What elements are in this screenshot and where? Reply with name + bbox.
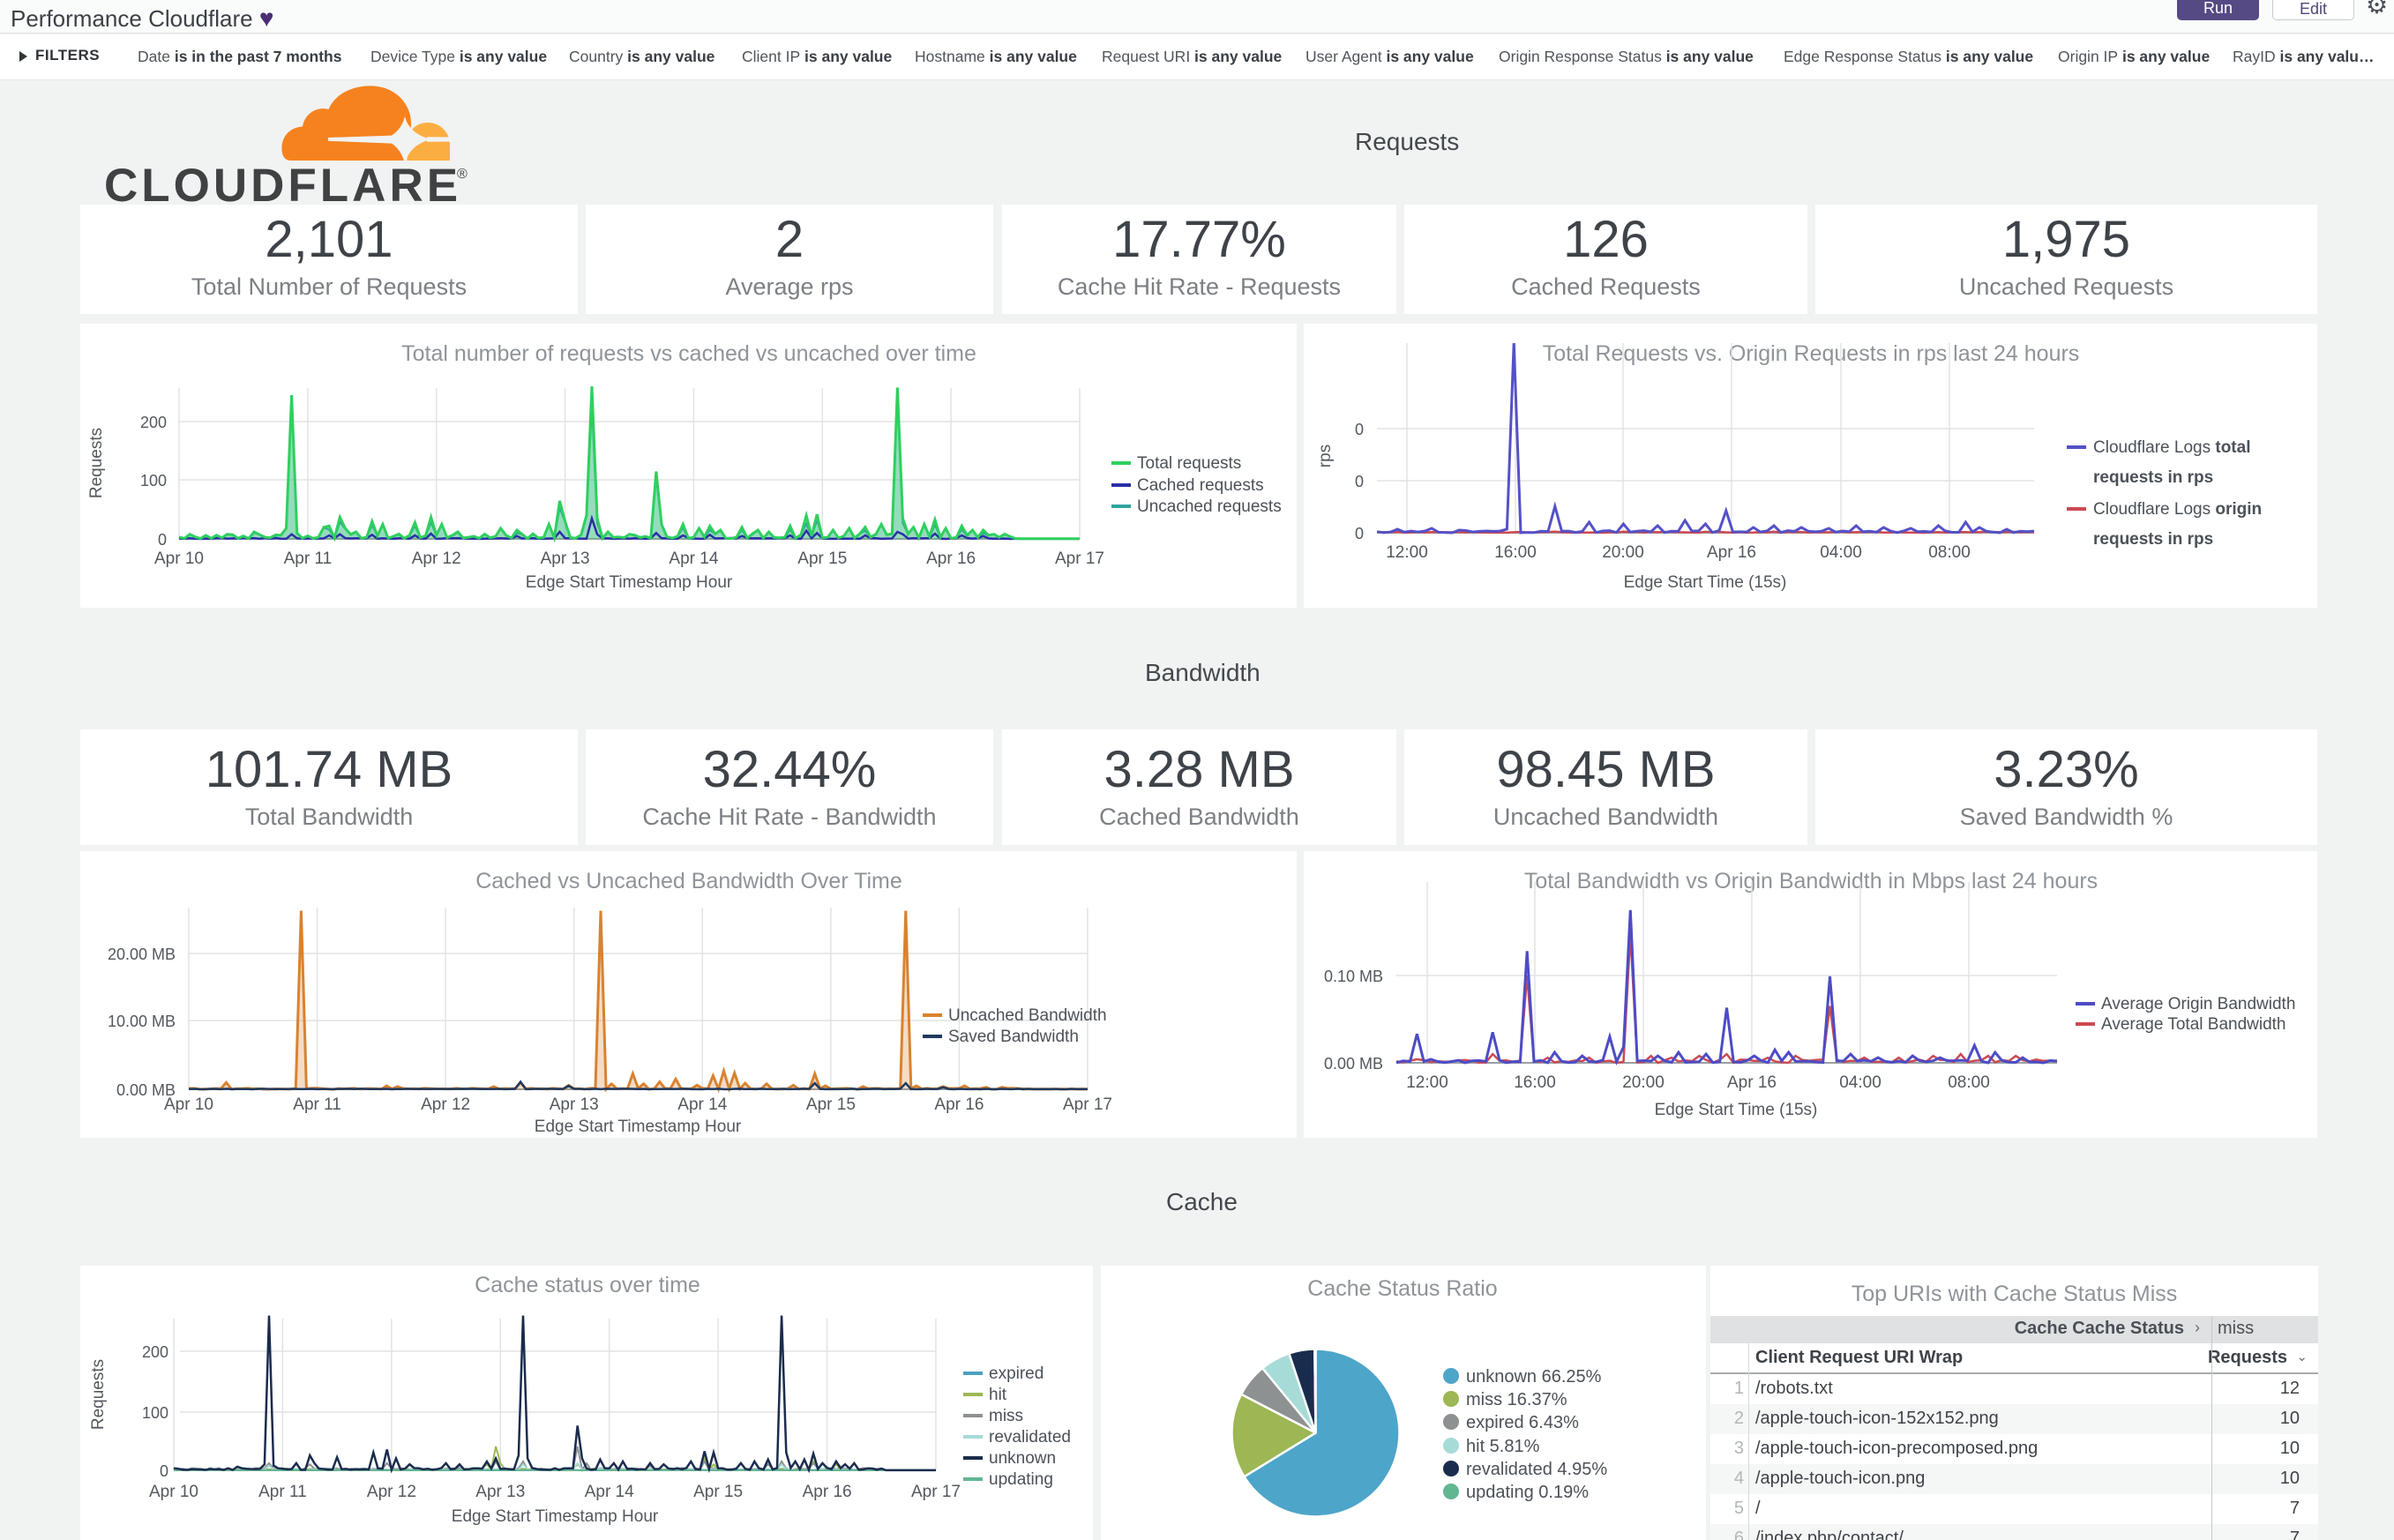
svg-text:Total Bandwidth vs Origin Band: Total Bandwidth vs Origin Bandwidth in M… bbox=[1524, 869, 2098, 893]
svg-text:rps: rps bbox=[1316, 445, 1335, 467]
svg-text:Apr 16: Apr 16 bbox=[1727, 1073, 1777, 1092]
svg-text:0.00 MB: 0.00 MB bbox=[1324, 1055, 1383, 1073]
svg-text:miss 16.37%: miss 16.37% bbox=[1466, 1390, 1567, 1409]
svg-text:Apr 17: Apr 17 bbox=[911, 1483, 961, 1501]
svg-text:Apr 10: Apr 10 bbox=[154, 549, 204, 568]
svg-text:®: ® bbox=[457, 167, 468, 182]
svg-text:20.00 MB: 20.00 MB bbox=[108, 946, 176, 963]
svg-text:Edge Start Time (15s): Edge Start Time (15s) bbox=[1655, 1101, 1818, 1119]
svg-text:0: 0 bbox=[160, 1462, 168, 1480]
svg-text:Apr 13: Apr 13 bbox=[541, 549, 590, 568]
svg-text:Apr 17: Apr 17 bbox=[1055, 549, 1104, 568]
svg-text:Requests: Requests bbox=[87, 428, 106, 498]
svg-text:04:00: 04:00 bbox=[1820, 543, 1862, 562]
svg-text:Apr 14: Apr 14 bbox=[669, 549, 718, 568]
svg-text:Apr 17: Apr 17 bbox=[1063, 1095, 1112, 1114]
svg-text:200: 200 bbox=[140, 414, 167, 431]
svg-text:Apr 13: Apr 13 bbox=[475, 1483, 525, 1501]
svg-text:0: 0 bbox=[1355, 421, 1364, 438]
svg-text:Edge Start Timestamp Hour: Edge Start Timestamp Hour bbox=[452, 1507, 659, 1526]
svg-text:revalidated 4.95%: revalidated 4.95% bbox=[1466, 1460, 1607, 1479]
svg-text:08:00: 08:00 bbox=[1928, 543, 1971, 562]
svg-text:hit 5.81%: hit 5.81% bbox=[1466, 1437, 1540, 1456]
svg-text:Apr 15: Apr 15 bbox=[797, 549, 847, 568]
svg-text:Cache status over time: Cache status over time bbox=[475, 1273, 700, 1297]
svg-text:Apr 16: Apr 16 bbox=[926, 549, 976, 568]
svg-text:Edge Start Time (15s): Edge Start Time (15s) bbox=[1624, 573, 1787, 592]
svg-text:100: 100 bbox=[142, 1404, 168, 1422]
svg-text:Apr 13: Apr 13 bbox=[550, 1095, 599, 1114]
svg-text:Average Origin Bandwidth: Average Origin Bandwidth bbox=[2101, 995, 2295, 1013]
svg-text:12:00: 12:00 bbox=[1406, 1073, 1448, 1092]
svg-text:Total Requests vs. Origin Requ: Total Requests vs. Origin Requests in rp… bbox=[1543, 341, 2080, 366]
svg-text:Apr 14: Apr 14 bbox=[585, 1483, 634, 1501]
svg-text:100: 100 bbox=[140, 472, 167, 490]
svg-text:Apr 15: Apr 15 bbox=[693, 1483, 743, 1501]
svg-text:Saved Bandwidth: Saved Bandwidth bbox=[948, 1028, 1079, 1046]
svg-text:Total number of requests vs ca: Total number of requests vs cached vs un… bbox=[401, 341, 976, 366]
svg-text:Edge Start Timestamp Hour: Edge Start Timestamp Hour bbox=[535, 1118, 742, 1136]
svg-text:miss: miss bbox=[989, 1407, 1023, 1425]
svg-text:Apr 12: Apr 12 bbox=[421, 1095, 470, 1114]
svg-text:Average Total Bandwidth: Average Total Bandwidth bbox=[2101, 1015, 2286, 1034]
svg-text:200: 200 bbox=[142, 1343, 168, 1361]
svg-text:Apr 16: Apr 16 bbox=[1707, 543, 1756, 562]
svg-text:expired 6.43%: expired 6.43% bbox=[1466, 1413, 1579, 1432]
svg-text:unknown: unknown bbox=[989, 1449, 1056, 1468]
svg-text:0: 0 bbox=[1355, 473, 1364, 490]
svg-text:Total requests: Total requests bbox=[1137, 454, 1241, 473]
svg-text:Cache Status Ratio: Cache Status Ratio bbox=[1307, 1276, 1497, 1301]
svg-text:Apr 12: Apr 12 bbox=[367, 1483, 416, 1501]
svg-text:requests in rps: requests in rps bbox=[2093, 530, 2213, 549]
svg-text:Apr 14: Apr 14 bbox=[677, 1095, 727, 1114]
svg-text:16:00: 16:00 bbox=[1494, 543, 1537, 562]
svg-text:0: 0 bbox=[1355, 525, 1364, 542]
svg-text:Apr 16: Apr 16 bbox=[803, 1483, 852, 1501]
svg-text:hit: hit bbox=[989, 1386, 1007, 1404]
svg-text:Uncached requests: Uncached requests bbox=[1137, 497, 1282, 516]
svg-text:Apr 12: Apr 12 bbox=[412, 549, 461, 568]
svg-text:10.00 MB: 10.00 MB bbox=[108, 1013, 176, 1030]
svg-text:updating 0.19%: updating 0.19% bbox=[1466, 1483, 1589, 1502]
svg-text:Requests: Requests bbox=[89, 1359, 108, 1430]
svg-text:CLOUDFLARE: CLOUDFLARE bbox=[104, 160, 461, 205]
svg-text:revalidated: revalidated bbox=[989, 1428, 1071, 1447]
svg-text:0.00 MB: 0.00 MB bbox=[116, 1081, 176, 1099]
svg-text:Cached vs Uncached Bandwidth O: Cached vs Uncached Bandwidth Over Time bbox=[475, 869, 902, 893]
svg-text:Cloudflare Logs origin: Cloudflare Logs origin bbox=[2093, 500, 2262, 519]
svg-text:Apr 11: Apr 11 bbox=[284, 549, 333, 568]
svg-text:updating: updating bbox=[989, 1470, 1053, 1489]
svg-text:Cached requests: Cached requests bbox=[1137, 476, 1264, 495]
svg-text:expired: expired bbox=[989, 1364, 1044, 1383]
svg-text:20:00: 20:00 bbox=[1622, 1073, 1665, 1092]
svg-text:0.10 MB: 0.10 MB bbox=[1324, 968, 1383, 985]
svg-text:Edge Start Timestamp Hour: Edge Start Timestamp Hour bbox=[526, 573, 733, 592]
svg-text:Cloudflare Logs total: Cloudflare Logs total bbox=[2093, 438, 2250, 457]
svg-text:16:00: 16:00 bbox=[1514, 1073, 1556, 1092]
svg-text:Apr 15: Apr 15 bbox=[806, 1095, 856, 1114]
svg-text:Apr 11: Apr 11 bbox=[293, 1095, 341, 1114]
svg-text:Uncached Bandwidth: Uncached Bandwidth bbox=[948, 1006, 1107, 1025]
svg-text:12:00: 12:00 bbox=[1386, 543, 1428, 562]
svg-text:Apr 11: Apr 11 bbox=[258, 1483, 307, 1501]
svg-text:unknown 66.25%: unknown 66.25% bbox=[1466, 1367, 1602, 1387]
svg-text:Apr 10: Apr 10 bbox=[164, 1095, 213, 1114]
svg-text:Apr 10: Apr 10 bbox=[149, 1483, 198, 1501]
svg-text:20:00: 20:00 bbox=[1602, 543, 1644, 562]
svg-text:requests in rps: requests in rps bbox=[2093, 468, 2213, 487]
svg-text:Apr 16: Apr 16 bbox=[934, 1095, 984, 1114]
svg-text:04:00: 04:00 bbox=[1839, 1073, 1882, 1092]
svg-text:08:00: 08:00 bbox=[1948, 1073, 1990, 1092]
svg-text:0: 0 bbox=[158, 531, 167, 549]
